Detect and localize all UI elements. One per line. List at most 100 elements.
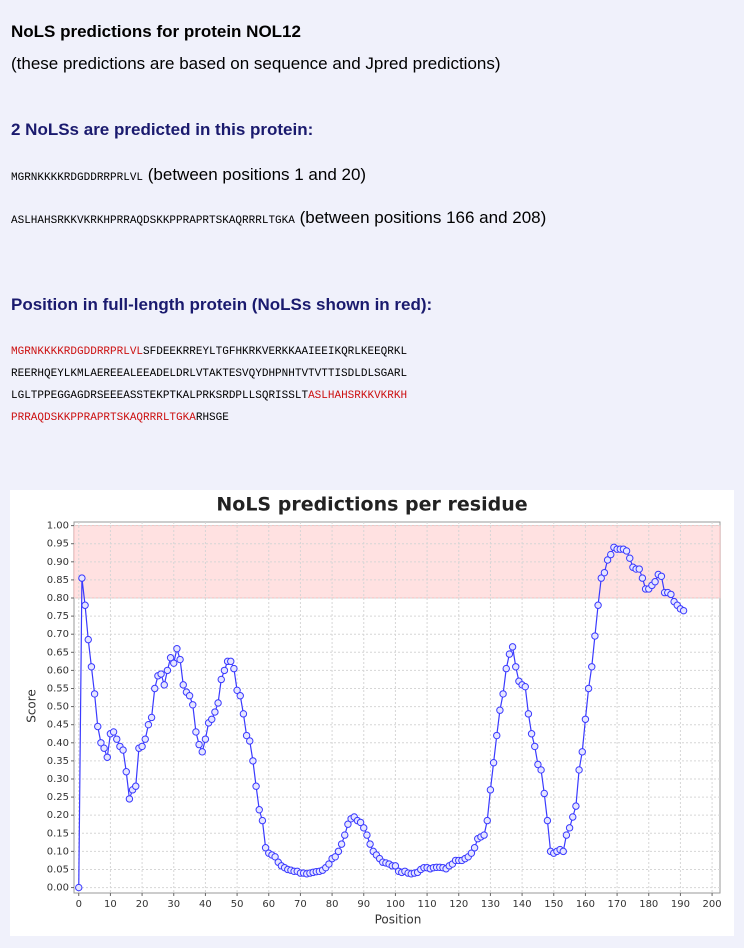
point [480, 831, 488, 839]
point [87, 663, 96, 671]
point [537, 766, 545, 774]
x-tick-label: 100 [386, 899, 405, 910]
nols-segment: PRRAQDSKKPPRAPRTSKAQRRRLTGKA [11, 412, 196, 424]
point [597, 574, 605, 582]
point [508, 643, 517, 651]
point [540, 789, 548, 798]
y-tick-label: 0.95 [47, 539, 69, 550]
point [122, 768, 130, 776]
point [214, 699, 222, 707]
point [198, 748, 206, 756]
point [258, 816, 267, 825]
point [607, 550, 615, 559]
x-tick-label: 0 [76, 899, 82, 910]
point [249, 757, 257, 765]
point [109, 728, 118, 736]
point [325, 860, 333, 868]
point [236, 692, 244, 700]
point [103, 753, 111, 761]
nols-segment: ASLHAHSRKKVKRKH [308, 390, 408, 402]
point [512, 663, 520, 671]
point [341, 831, 349, 839]
point [163, 666, 172, 675]
point [667, 590, 675, 599]
y-tick-label: 0.75 [47, 611, 69, 622]
y-tick-label: 0.55 [47, 683, 69, 694]
point [581, 715, 590, 723]
x-tick-label: 170 [608, 899, 627, 910]
x-tick-label: 200 [703, 899, 722, 910]
point [192, 728, 200, 736]
point [562, 831, 571, 839]
point [591, 632, 599, 640]
point [78, 574, 86, 582]
y-tick-label: 0.15 [47, 828, 69, 839]
point [97, 739, 105, 747]
y-tick-label: 0.60 [47, 665, 69, 676]
point [521, 682, 529, 691]
sequence-segment: LGLTPPEGGAGDRSEEEASSTEKPTKALPRKSRDPLLSQR… [11, 390, 309, 402]
x-tick-label: 30 [167, 899, 180, 910]
point [208, 715, 216, 723]
point [638, 574, 647, 582]
point [170, 659, 178, 667]
point [531, 742, 539, 751]
nols-item: MGRNKKKKRDGDDRRPRLVL (between positions … [11, 165, 366, 185]
point [230, 664, 238, 673]
point [81, 601, 89, 609]
nols-item: ASLHAHSRKKVKRKHPRRAQDSKKPPRAPRTSKAQRRRLT… [11, 208, 546, 228]
point [90, 690, 99, 698]
point [391, 862, 400, 870]
point [246, 737, 254, 745]
point [489, 758, 498, 767]
point [575, 766, 583, 774]
x-tick-label: 130 [481, 899, 500, 910]
x-tick-label: 190 [671, 899, 690, 910]
point [543, 816, 552, 825]
nols-sequence: ASLHAHSRKKVKRKHPRRAQDSKKPPRAPRTSKAQRRRLT… [11, 215, 295, 227]
point [147, 713, 156, 722]
sequence-line: LGLTPPEGGAGDRSEEEASSTEKPTKALPRKSRDPLLSQR… [11, 390, 407, 402]
point [483, 816, 491, 825]
y-tick-label: 0.35 [47, 756, 69, 767]
x-tick-label: 10 [104, 899, 117, 910]
point [242, 731, 251, 740]
point [211, 708, 219, 716]
point [100, 744, 108, 752]
nols-sequence: MGRNKKKKRDGDDRRPRLVL [11, 172, 144, 184]
y-tick-label: 0.50 [47, 702, 69, 713]
x-tick-label: 110 [418, 899, 437, 910]
point [185, 692, 194, 700]
point [578, 748, 586, 756]
point [119, 746, 127, 754]
point [331, 853, 339, 861]
x-tick-label: 40 [199, 899, 212, 910]
point [176, 655, 184, 664]
point [195, 740, 203, 749]
y-tick-label: 0.30 [47, 774, 69, 785]
point [499, 690, 507, 698]
y-tick-label: 0.10 [47, 846, 69, 857]
y-tick-label: 0.85 [47, 575, 69, 586]
point [594, 601, 602, 609]
point [84, 635, 92, 644]
x-tick-label: 90 [357, 899, 370, 910]
point [657, 572, 666, 580]
y-tick-label: 0.00 [47, 883, 69, 894]
point [151, 684, 159, 693]
point [138, 742, 146, 751]
point [344, 820, 352, 828]
y-tick-label: 0.05 [47, 864, 69, 875]
x-tick-label: 70 [294, 899, 307, 910]
point [470, 844, 479, 852]
sequence-line: PRRAQDSKKPPRAPRTSKAQRRRLTGKARHSGE [11, 412, 229, 424]
point [141, 735, 149, 743]
point [502, 664, 510, 673]
page-title: NoLS predictions for protein NOL12 [11, 22, 301, 41]
point [255, 806, 263, 814]
point [527, 730, 536, 738]
point [559, 847, 567, 856]
point [467, 849, 476, 857]
point [679, 606, 688, 615]
